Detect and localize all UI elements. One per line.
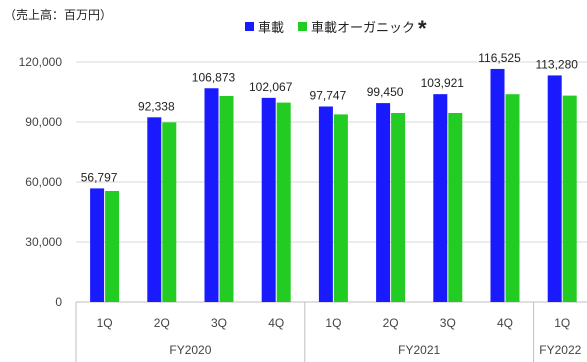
data-label: 92,338 xyxy=(138,99,175,113)
bar-vehicle-organic xyxy=(562,95,577,302)
bar-vehicle xyxy=(547,75,562,302)
bar-vehicle xyxy=(204,88,219,302)
legend-label-vehicle: 車載 xyxy=(258,20,285,35)
bar-vehicle xyxy=(90,188,105,302)
legend-swatch-vehicle xyxy=(245,22,254,31)
group-label: FY2021 xyxy=(398,343,440,357)
x-tick-label: 4Q xyxy=(268,316,284,330)
bar-vehicle xyxy=(318,106,333,302)
bar-vehicle xyxy=(147,117,162,302)
x-tick-label: 4Q xyxy=(497,316,513,330)
bar-vehicle xyxy=(433,94,448,303)
chart-legend: 車載 車載オーガニック * xyxy=(245,16,441,41)
data-label: 113,280 xyxy=(535,57,578,71)
y-tick-label: 120,000 xyxy=(19,55,63,69)
legend-label-vehicle-organic: 車載オーガニック xyxy=(311,20,416,35)
x-tick-label: 1Q xyxy=(325,316,341,330)
unit-label: （売上高：百万円） xyxy=(4,8,113,22)
legend-item-vehicle: 車載 xyxy=(245,17,284,36)
bar-vehicle-organic xyxy=(219,96,234,302)
y-tick-label: 0 xyxy=(55,295,62,309)
data-label: 103,921 xyxy=(421,76,465,90)
data-label: 106,873 xyxy=(192,70,236,84)
x-tick-label: 3Q xyxy=(211,316,227,330)
x-tick-label: 2Q xyxy=(383,316,399,330)
bar-vehicle-organic xyxy=(105,191,120,302)
x-tick-label: 1Q xyxy=(97,316,113,330)
legend-item-vehicle-organic: 車載オーガニック * xyxy=(298,16,427,41)
y-tick-label: 30,000 xyxy=(25,235,62,249)
bar-vehicle-organic xyxy=(333,114,348,303)
bar-vehicle xyxy=(490,68,505,302)
data-label: 102,067 xyxy=(249,80,293,94)
legend-swatch-vehicle-organic xyxy=(298,22,308,31)
bar-vehicle-organic xyxy=(162,122,177,303)
y-tick-label: 90,000 xyxy=(25,115,62,129)
group-label: FY2020 xyxy=(169,343,211,357)
bar-vehicle xyxy=(376,103,391,302)
asterisk-mark: * xyxy=(418,16,427,41)
data-label: 99,450 xyxy=(367,85,404,99)
bar-vehicle-organic xyxy=(505,94,520,302)
bar-vehicle-organic xyxy=(391,113,406,302)
bar-vehicle-organic xyxy=(276,102,291,302)
x-tick-label: 2Q xyxy=(154,316,170,330)
x-tick-label: 1Q xyxy=(554,316,570,330)
x-tick-label: 3Q xyxy=(440,316,456,330)
data-label: 56,797 xyxy=(81,170,118,184)
group-label: FY2022 xyxy=(539,343,581,357)
data-label: 97,747 xyxy=(310,89,347,103)
data-label: 116,525 xyxy=(478,51,521,65)
bar-vehicle xyxy=(261,97,276,302)
y-tick-label: 60,000 xyxy=(25,175,62,189)
bar-vehicle-organic xyxy=(448,113,463,302)
